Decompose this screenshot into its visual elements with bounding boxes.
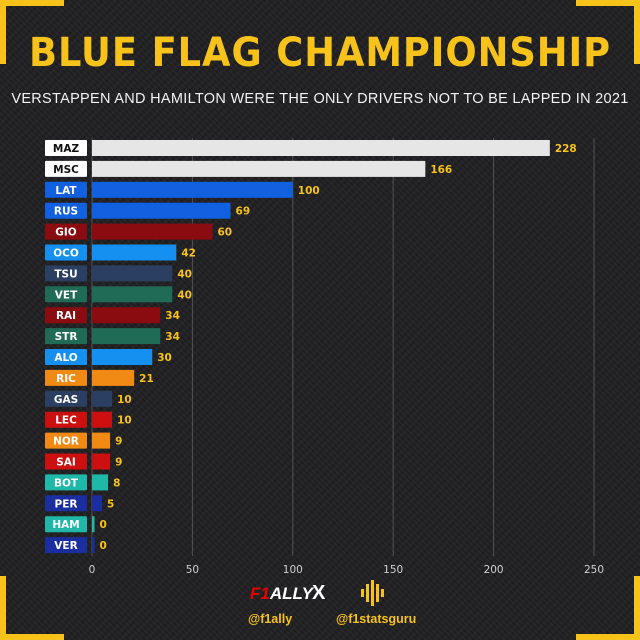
bar xyxy=(92,328,161,345)
frame-corner-bottom-right xyxy=(576,576,640,640)
category-label-box xyxy=(45,202,87,219)
value-label: 0 xyxy=(100,519,107,531)
category-label: RUS xyxy=(54,206,78,218)
category-label-box xyxy=(45,328,87,345)
category-label: NOR xyxy=(53,436,79,448)
category-label-box xyxy=(45,140,87,156)
x-tick-label: 150 xyxy=(383,564,403,576)
bar xyxy=(92,202,231,219)
bar xyxy=(92,244,177,261)
category-label: LAT xyxy=(55,185,77,197)
category-label-box xyxy=(45,537,87,554)
value-label: 34 xyxy=(165,331,180,343)
category-label: SAI xyxy=(56,457,76,469)
category-label: HAM xyxy=(52,519,79,531)
category-label: GAS xyxy=(54,394,78,406)
value-label: 5 xyxy=(107,498,114,510)
value-label: 21 xyxy=(139,373,154,385)
x-tick-label: 100 xyxy=(283,564,303,576)
category-label-box xyxy=(45,453,87,470)
category-label: BOT xyxy=(54,477,79,489)
bar xyxy=(92,411,113,428)
value-label: 40 xyxy=(177,268,192,280)
x-tick-label: 250 xyxy=(584,564,604,576)
value-label: 34 xyxy=(165,310,180,322)
category-label: ALO xyxy=(54,352,77,364)
bar xyxy=(92,349,153,365)
bar xyxy=(92,537,95,554)
value-label: 30 xyxy=(157,352,172,364)
category-label-box xyxy=(45,432,87,449)
value-label: 228 xyxy=(555,143,577,155)
bar xyxy=(92,474,109,491)
chart-subtitle: VERSTAPPEN AND HAMILTON WERE THE ONLY DR… xyxy=(11,91,629,107)
bar xyxy=(92,453,111,470)
category-label-box xyxy=(45,244,87,261)
bar xyxy=(92,140,550,156)
category-label: TSU xyxy=(54,268,77,280)
category-label-box xyxy=(45,160,87,177)
value-label: 60 xyxy=(217,227,232,239)
bar xyxy=(92,369,135,386)
bar xyxy=(92,286,173,303)
category-label: STR xyxy=(55,331,78,343)
category-label: RAI xyxy=(56,310,76,322)
bar xyxy=(92,181,293,198)
category-label: GIO xyxy=(55,227,77,239)
value-label: 40 xyxy=(177,289,192,301)
bar xyxy=(92,265,173,282)
category-label-box xyxy=(45,411,87,428)
bar xyxy=(92,516,95,533)
bar xyxy=(92,390,113,407)
collab-separator: X xyxy=(312,582,326,604)
value-label: 69 xyxy=(236,206,251,218)
category-label: MAZ xyxy=(53,143,80,155)
category-label: OCO xyxy=(53,248,79,260)
chart-title: BLUE FLAG CHAMPIONSHIP xyxy=(29,30,611,76)
bar xyxy=(92,160,426,177)
frame-corner-top-right xyxy=(576,0,640,64)
category-label-box xyxy=(45,265,87,282)
category-label-box xyxy=(45,495,87,512)
value-label: 166 xyxy=(430,164,452,176)
category-label-box xyxy=(45,369,87,386)
bar xyxy=(92,495,103,512)
value-label: 0 xyxy=(100,540,107,552)
value-label: 100 xyxy=(298,185,320,197)
category-label-box xyxy=(45,474,87,491)
category-label-box xyxy=(45,286,87,303)
bar xyxy=(92,223,213,240)
category-label: MSC xyxy=(53,164,79,176)
value-label: 42 xyxy=(181,248,196,260)
handle-f1statsguru: @f1statsguru xyxy=(336,612,417,626)
value-label: 8 xyxy=(113,477,120,489)
frame-corner-top-left xyxy=(0,0,64,64)
handle-f1ally: @f1ally xyxy=(248,612,293,626)
category-label: VET xyxy=(55,289,78,301)
x-tick-label: 0 xyxy=(89,564,96,576)
category-label-box xyxy=(45,223,87,240)
f1ally-logo: F1ALLY xyxy=(250,584,313,603)
value-label: 10 xyxy=(117,394,132,406)
category-label: LEC xyxy=(55,415,77,427)
category-label: RIC xyxy=(56,373,76,385)
category-label: PER xyxy=(55,498,78,510)
category-label-box xyxy=(45,181,87,198)
value-label: 9 xyxy=(115,457,122,469)
category-label: VER xyxy=(54,540,77,552)
value-label: 10 xyxy=(117,415,132,427)
x-tick-label: 50 xyxy=(186,564,199,576)
x-tick-label: 200 xyxy=(484,564,504,576)
frame-corner-bottom-left xyxy=(0,576,64,640)
category-label-box xyxy=(45,390,87,407)
value-label: 9 xyxy=(115,436,122,448)
bar xyxy=(92,432,111,449)
category-label-box xyxy=(45,307,87,324)
category-label-box xyxy=(45,349,87,365)
bar xyxy=(92,307,161,324)
category-label-box xyxy=(45,516,87,533)
f1statsguru-logo-icon xyxy=(358,578,388,612)
